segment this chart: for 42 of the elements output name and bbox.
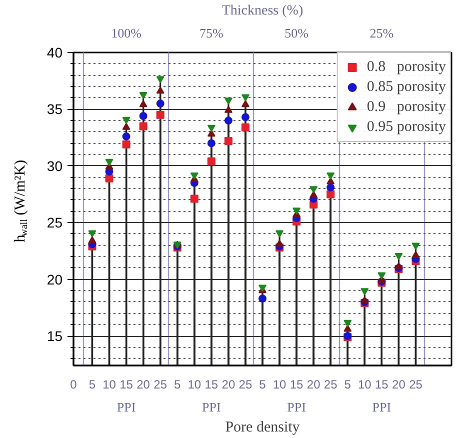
x-tick-label: 10 [188, 378, 202, 392]
x-tick-label: 25 [324, 378, 338, 392]
y-tick-label: 15 [46, 328, 63, 344]
x-tick-label: 20 [136, 378, 150, 392]
text: 25% [370, 26, 394, 40]
text: PPI [116, 400, 136, 414]
y-tick-label: 30 [46, 158, 63, 174]
legend-label: 0.85 porosity [366, 78, 446, 96]
text: PPI [287, 400, 306, 414]
x-tick-label: 25 [409, 378, 423, 392]
text: 0 [70, 378, 78, 392]
text: 100% [111, 26, 142, 40]
x-tick-label: 10 [102, 378, 116, 392]
x-axis-title: Pore density [225, 420, 300, 436]
x-tick-label: 20 [306, 378, 321, 392]
x-tick-label: 20 [222, 378, 236, 392]
x-tick-label: 10 [272, 378, 287, 392]
text: PPI [372, 400, 392, 414]
y-tick-label: 20 [46, 271, 63, 288]
text: 75% [200, 26, 224, 40]
x-tick-label: 15 [290, 378, 304, 392]
y-axis-title: hwall (W/m²K) [12, 160, 30, 242]
legend-label: 0.9 porosity [366, 98, 446, 116]
x-tick-label: 10 [358, 378, 372, 392]
y-tick-label: 25 [46, 214, 63, 231]
x-tick-label: 15 [204, 378, 218, 392]
y-tick-label: 40 [46, 44, 63, 60]
x-tick-label: 25 [154, 378, 168, 392]
x-tick-label: 5 [344, 378, 352, 392]
x-tick-label: 15 [120, 378, 134, 392]
x-tick-label: 15 [375, 378, 389, 392]
x2-axis-title: Thickness (%) [222, 4, 304, 18]
legend-label: 0.8 porosity [366, 58, 446, 76]
x-tick-label: 5 [88, 378, 96, 392]
x-tick-label: 5 [174, 378, 182, 392]
x-tick-label: 5 [259, 378, 266, 392]
x-tick-label: 20 [392, 378, 406, 392]
x-tick-label: 25 [238, 378, 252, 392]
text: PPI [202, 400, 221, 414]
legend-label: 0.95 porosity [366, 118, 446, 136]
text: 50% [284, 26, 309, 40]
y-tick-label: 35 [46, 101, 63, 118]
